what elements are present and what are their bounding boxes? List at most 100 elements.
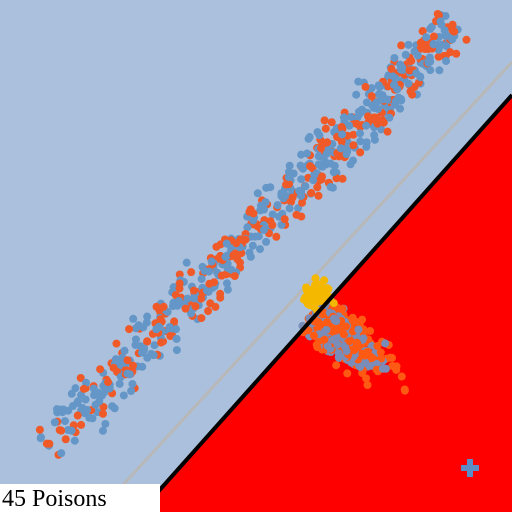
particle <box>328 335 337 344</box>
particle <box>235 258 244 267</box>
particle <box>108 402 117 411</box>
particle <box>77 420 86 429</box>
particle <box>197 274 206 283</box>
particle <box>57 449 66 458</box>
particle <box>91 400 100 409</box>
particle <box>249 216 258 225</box>
particle <box>356 137 365 146</box>
particle <box>310 292 319 301</box>
particle <box>295 186 304 195</box>
particle <box>52 405 61 414</box>
particle <box>323 138 332 147</box>
particle <box>172 346 181 355</box>
particle <box>129 314 138 323</box>
particle <box>323 318 332 327</box>
particle <box>109 363 118 372</box>
particle <box>422 33 431 42</box>
particle <box>149 351 158 360</box>
particle <box>352 338 361 347</box>
particle <box>297 150 306 159</box>
particle <box>372 359 381 368</box>
particle <box>446 48 455 57</box>
poison-count: 45 Poisons <box>2 486 107 512</box>
particle <box>346 113 355 122</box>
particle <box>166 331 175 340</box>
particle <box>273 201 282 210</box>
particle <box>216 289 225 298</box>
particle <box>142 318 151 327</box>
particle <box>427 22 436 31</box>
particle <box>181 304 190 313</box>
particle <box>272 232 281 241</box>
particle <box>322 325 331 334</box>
particle <box>284 173 293 182</box>
particle <box>298 164 307 173</box>
particle <box>396 104 405 113</box>
particle <box>101 419 110 428</box>
particle <box>368 353 377 362</box>
particle <box>314 191 323 200</box>
particle <box>302 283 311 292</box>
particle <box>349 317 358 326</box>
particle <box>429 32 438 41</box>
particle <box>345 121 354 130</box>
particle <box>249 209 258 218</box>
particle <box>331 326 340 335</box>
particle <box>67 426 76 435</box>
particle <box>335 152 344 161</box>
particle <box>112 339 121 348</box>
particle <box>364 112 373 121</box>
particle <box>248 241 257 250</box>
particle <box>397 65 406 74</box>
particle <box>320 116 329 125</box>
particle <box>268 210 277 219</box>
particle <box>358 315 367 324</box>
boundary-line <box>138 93 512 512</box>
particle <box>352 90 361 99</box>
particle <box>129 361 138 370</box>
particle <box>343 147 352 156</box>
particle <box>322 149 331 158</box>
particle <box>357 105 366 114</box>
particle <box>363 380 372 389</box>
particle <box>98 426 107 435</box>
particle <box>59 405 68 414</box>
particle <box>429 39 438 48</box>
particle <box>376 348 385 357</box>
particle <box>285 204 294 213</box>
particle <box>303 149 312 158</box>
particle <box>138 348 147 357</box>
particle <box>73 397 82 406</box>
particle <box>119 391 128 400</box>
particle <box>67 389 76 398</box>
particle <box>217 271 226 280</box>
particle <box>99 402 108 411</box>
particle <box>356 362 365 371</box>
particle <box>323 341 332 350</box>
particle <box>361 82 370 91</box>
particle <box>268 221 277 230</box>
particle <box>413 51 422 60</box>
particle <box>339 113 348 122</box>
particle <box>448 20 457 29</box>
particle <box>345 337 354 346</box>
particle <box>321 124 330 133</box>
particle <box>297 175 306 184</box>
particle <box>68 402 77 411</box>
particle <box>314 280 323 289</box>
particles <box>35 9 471 459</box>
particle <box>314 160 323 169</box>
particle <box>183 294 192 303</box>
particle <box>223 263 232 272</box>
particle <box>223 285 232 294</box>
particle <box>79 384 88 393</box>
particle <box>434 11 443 20</box>
particle <box>342 347 351 356</box>
particle <box>253 189 262 198</box>
plus-v <box>467 459 473 477</box>
particle <box>202 286 211 295</box>
particle <box>397 372 406 381</box>
particle <box>182 258 191 267</box>
particle <box>222 279 231 288</box>
